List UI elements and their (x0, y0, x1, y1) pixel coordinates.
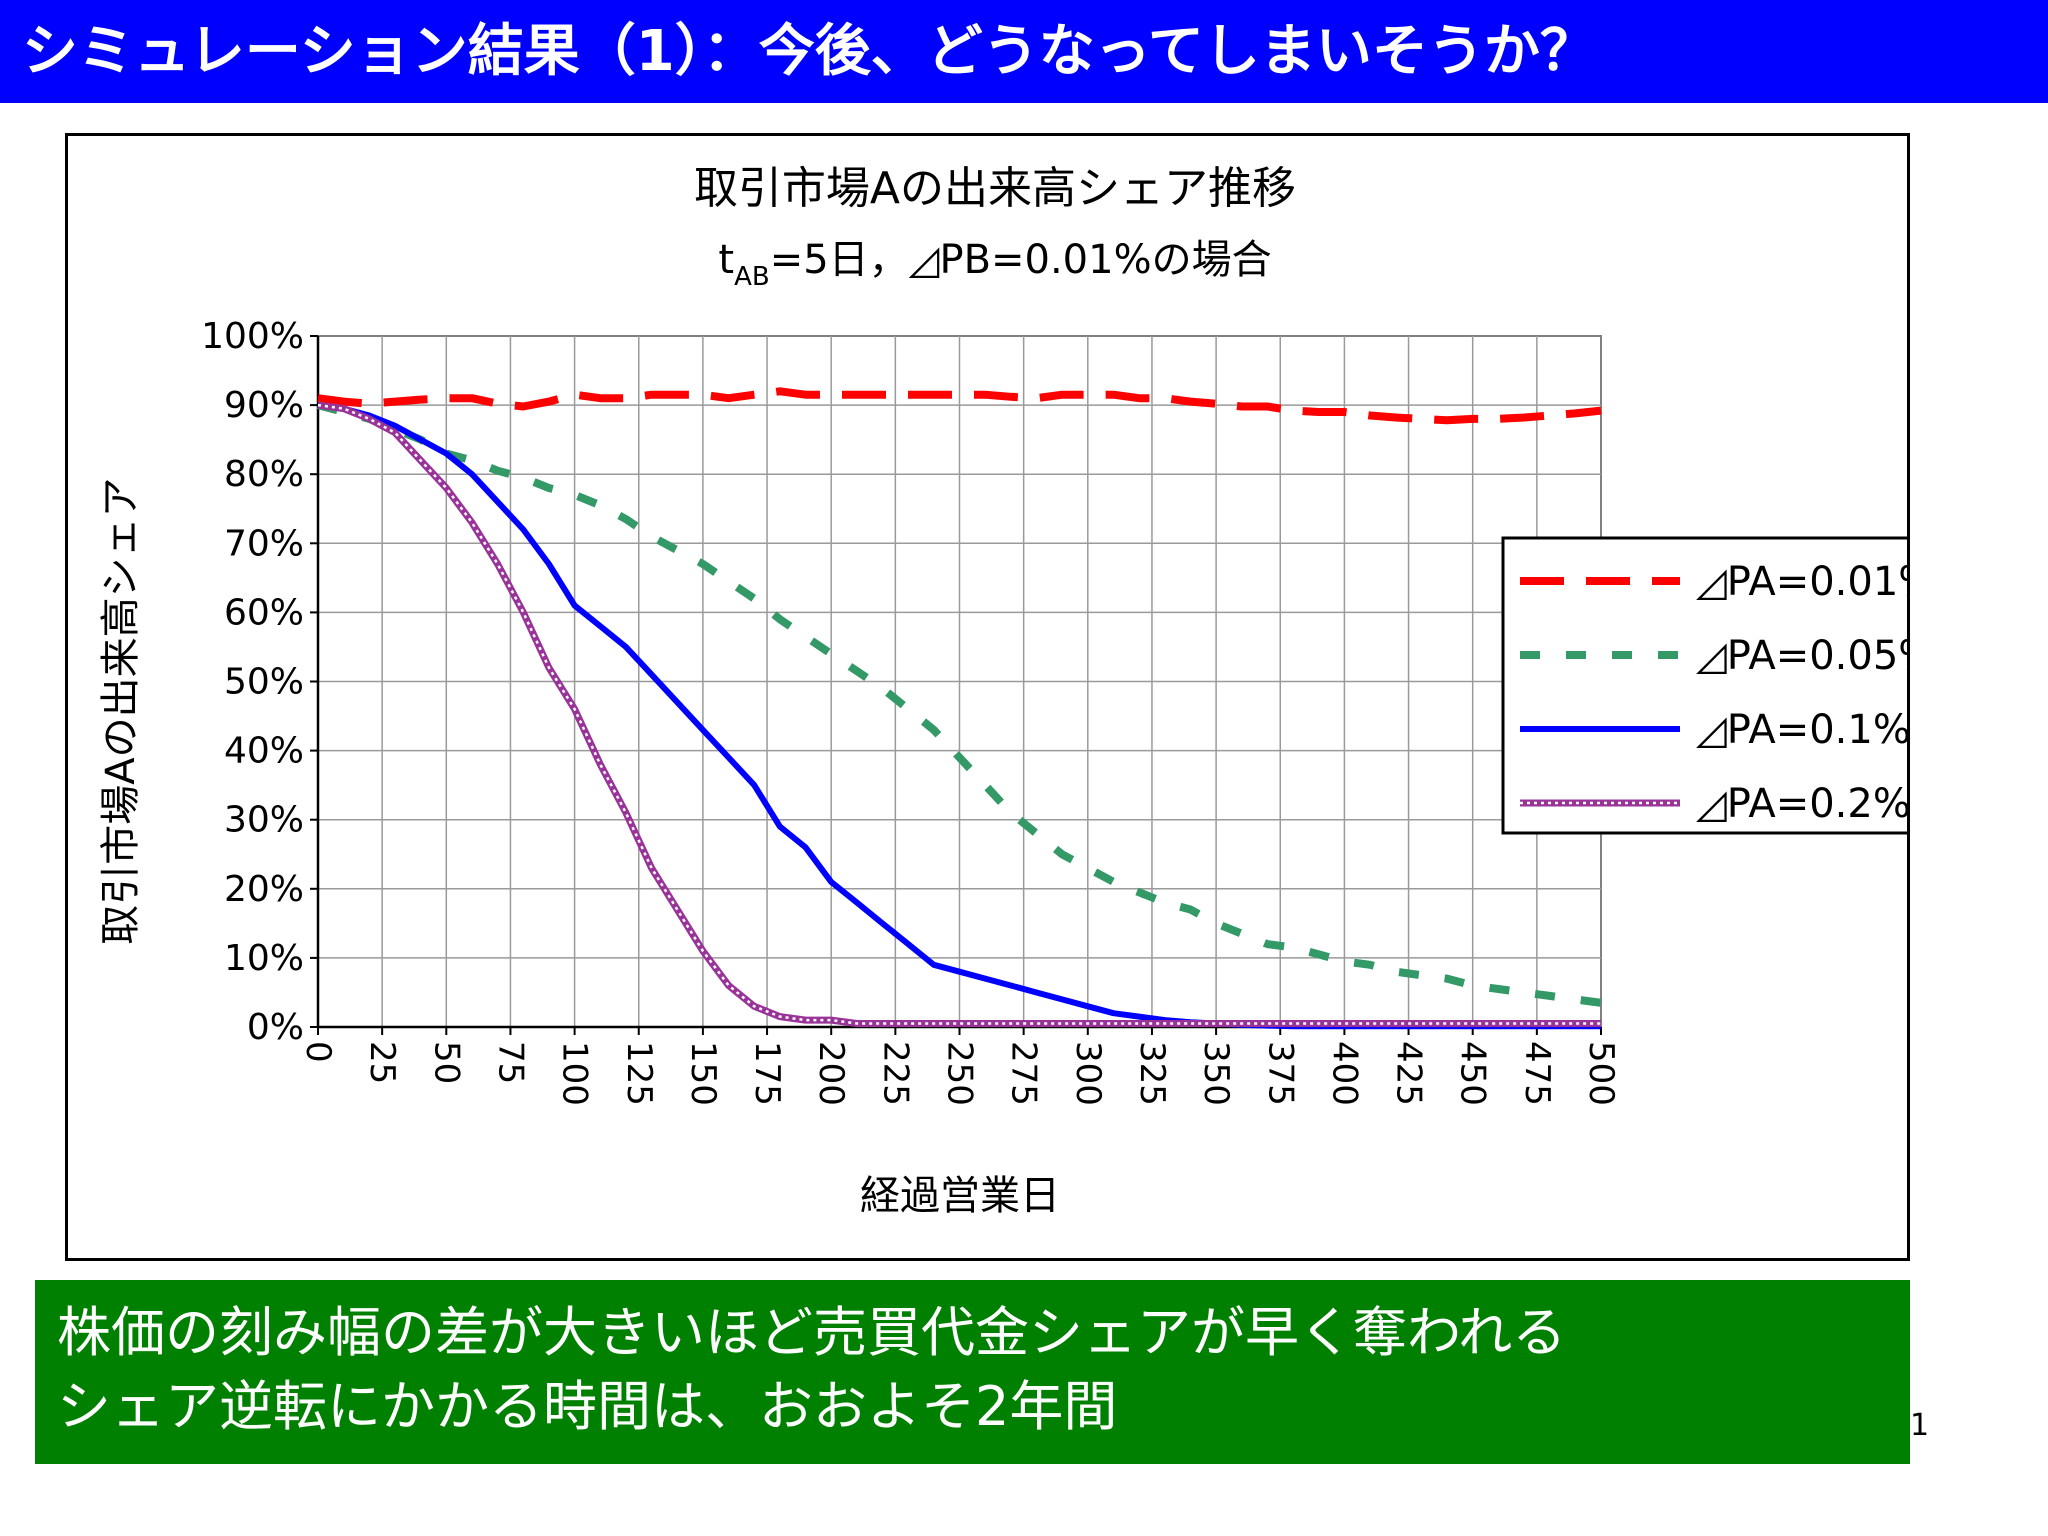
x-tick-label: 125 (619, 1041, 659, 1106)
series-line-1 (317, 387, 1602, 425)
x-axis-label: 経過営業日 (860, 1173, 1060, 1219)
y-tick-label: 50% (224, 662, 304, 703)
x-tick-label: 50 (426, 1041, 466, 1084)
legend-label: ◿PA=0.2% (1696, 781, 1907, 827)
legend-box (1501, 536, 1907, 835)
x-tick-label: 500 (1581, 1041, 1621, 1106)
y-tick-label: 60% (224, 592, 304, 633)
y-tick-label: 20% (224, 869, 304, 910)
x-tick-label: 250 (940, 1041, 980, 1106)
grid-layer (310, 335, 1602, 1035)
y-tick-label: 0% (247, 1007, 304, 1048)
series-line-4 (317, 401, 1601, 1027)
x-tick-label: 175 (747, 1041, 787, 1106)
series-layer (316, 387, 1602, 1030)
chart-subtitle: tAB=5日，◿PB=0.01%の場合 (718, 237, 1271, 292)
y-tick-label: 40% (224, 731, 304, 772)
legend-label: ◿PA=0.01% (1696, 559, 1907, 605)
y-tick-label: 80% (224, 454, 304, 495)
legend: ◿PA=0.01% ◿PA=0.05% ◿PA=0.1% ◿PA=0.2% (1501, 536, 1907, 835)
chart-title: 取引市場Aの出来高シェア推移 (694, 163, 1296, 214)
y-tick-label: 10% (224, 938, 304, 979)
y-axis-label: 取引市場Aの出来高シェア (98, 477, 144, 944)
x-tick-label: 350 (1196, 1041, 1236, 1106)
x-tick-label: 375 (1260, 1041, 1300, 1106)
x-tick-label: 325 (1132, 1041, 1172, 1106)
series-line-2 (316, 401, 1602, 1007)
y-tick-label: 30% (224, 800, 304, 841)
tick-label-layer: 0 25 50 75 100 125 150 175 200 225 250 275 300 325 350… (201, 316, 1621, 1106)
x-tick-label: 425 (1389, 1041, 1429, 1106)
legend-label: ◿PA=0.1% (1696, 707, 1907, 753)
y-tick-label: 90% (224, 385, 304, 426)
y-tick-label: 100% (201, 316, 304, 357)
page-title: シミュレーション結果（1）：今後、どうなってしまいそうか？ (0, 0, 2048, 103)
x-tick-label: 225 (875, 1041, 915, 1106)
conclusion-line-2: シェア逆転にかかる時間は、おおよそ2年間 (57, 1375, 1118, 1438)
legend-label: ◿PA=0.05% (1696, 633, 1907, 679)
conclusion-line-1: 株価の刻み幅の差が大きいほど売買代金シェアが早く奪われる (57, 1301, 1567, 1364)
conclusion-box: 株価の刻み幅の差が大きいほど売買代金シェアが早く奪われる シェア逆転にかかる時間… (35, 1280, 1910, 1464)
x-tick-label: 200 (811, 1041, 851, 1106)
x-tick-label: 300 (1068, 1041, 1108, 1106)
x-tick-label: 100 (555, 1041, 595, 1106)
y-tick-label: 70% (224, 523, 304, 564)
x-tick-label: 475 (1517, 1041, 1557, 1106)
page-number: 1 (1910, 1408, 1930, 1443)
x-tick-label: 0 (298, 1041, 338, 1063)
x-tick-label: 150 (683, 1041, 723, 1106)
x-tick-label: 25 (362, 1041, 402, 1084)
x-tick-label: 75 (490, 1041, 530, 1084)
chart-frame: 0 25 50 75 100 125 150 175 200 225 250 275 300 325 350… (65, 133, 1910, 1261)
x-tick-label: 400 (1324, 1041, 1364, 1106)
x-tick-label: 275 (1004, 1041, 1044, 1106)
x-tick-label: 450 (1453, 1041, 1493, 1106)
line-chart: 0 25 50 75 100 125 150 175 200 225 250 275 300 325 350… (98, 163, 1907, 1219)
